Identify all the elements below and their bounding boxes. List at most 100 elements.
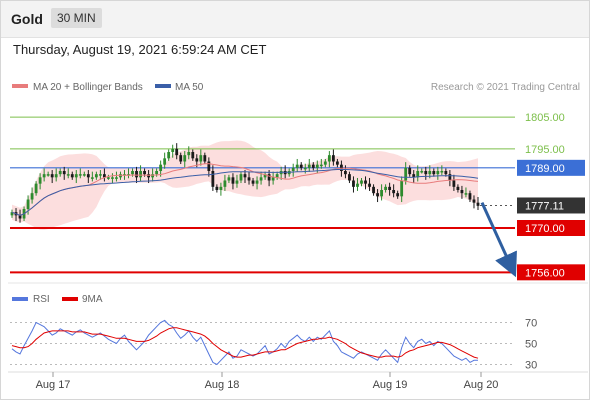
candle-body	[416, 171, 420, 178]
candle-body	[344, 171, 347, 175]
time-tick-label: Aug 20	[464, 379, 499, 391]
rsi-tick-label: 70	[525, 318, 537, 330]
rsi-ma-legend-swatch	[62, 297, 78, 301]
candle-body	[368, 183, 371, 187]
candle-body	[219, 186, 223, 190]
candle-body	[303, 167, 307, 170]
time-axis: Aug 17 Aug 18 Aug 19 Aug 20	[8, 371, 588, 391]
candle-body	[291, 167, 295, 171]
candle-body	[255, 180, 259, 184]
candle-body	[319, 164, 323, 167]
candle-body	[428, 171, 432, 175]
ma50-legend-swatch	[155, 84, 171, 88]
candle-body	[263, 174, 267, 178]
rsi-legend-label: RSI	[33, 294, 50, 305]
rsi-tick-label: 30	[525, 360, 537, 372]
candle-body	[360, 180, 363, 184]
candle-body	[58, 171, 62, 175]
candle-body	[215, 186, 219, 190]
bollinger-bands	[12, 140, 478, 230]
timeframe-badge[interactable]: 30 MIN	[51, 8, 102, 28]
candle-body	[107, 177, 110, 179]
candle-body	[50, 174, 54, 178]
candle-body	[440, 171, 444, 173]
candle-body	[42, 174, 46, 178]
price-level-label: 1756.00	[525, 267, 565, 279]
candle-body	[111, 177, 114, 179]
price-levels	[10, 116, 515, 274]
candle-body	[408, 167, 412, 175]
candle-body	[191, 152, 195, 159]
price-level-labels: 1805.00 1795.00 1789.00 1777.11 1770.00 1756.…	[517, 112, 585, 281]
price-level-label: 1805.00	[525, 112, 565, 124]
candle-body	[420, 171, 424, 173]
time-tick-label: Aug 17	[36, 379, 71, 391]
candle-body	[392, 190, 396, 194]
candle-body	[352, 180, 355, 187]
symbol-title: Gold	[11, 11, 43, 27]
candle-body	[34, 183, 38, 194]
candle-body	[175, 148, 179, 156]
candle-body	[243, 174, 247, 178]
candle-body	[412, 174, 416, 178]
candle-body	[115, 177, 118, 179]
candle-body	[159, 164, 163, 171]
candle-body	[54, 174, 58, 178]
price-level-box	[517, 264, 585, 281]
candle-body	[62, 171, 66, 175]
candle-body	[400, 180, 404, 197]
candle-body	[251, 180, 255, 184]
candle-body	[90, 177, 94, 179]
candle-body	[259, 177, 263, 181]
candle-body	[307, 164, 311, 168]
candle-body	[424, 171, 428, 175]
candle-body	[167, 152, 171, 159]
candle-body	[98, 174, 102, 176]
rsi-panel: 70 50 30	[10, 318, 537, 372]
candle-body	[131, 171, 134, 175]
candle-body	[247, 177, 251, 181]
rsi-legend-swatch	[12, 297, 28, 301]
candle-body	[372, 186, 375, 194]
candle-body	[239, 174, 243, 181]
price-legend: MA 20 + Bollinger Bands MA 50 Research ©…	[12, 82, 580, 93]
candle-body	[227, 177, 231, 181]
candle-body	[30, 193, 34, 200]
candle-body	[295, 164, 299, 168]
candle-body	[179, 155, 183, 162]
candle-body	[275, 174, 279, 178]
candle-body	[404, 167, 408, 181]
candle-body	[38, 177, 42, 184]
candle-body	[388, 186, 392, 190]
candle-body	[384, 186, 388, 190]
ma20-legend-swatch	[12, 84, 28, 88]
candle-body	[10, 212, 14, 216]
candle-body	[396, 193, 400, 197]
candle-body	[323, 161, 327, 165]
ma50-line	[11, 169, 479, 216]
rsi-ma-legend-label: 9MA	[82, 294, 103, 305]
candle-body	[436, 171, 440, 175]
candle-body	[46, 174, 50, 176]
candle-body	[78, 174, 82, 176]
price-level-label: 1777.11	[525, 200, 564, 212]
candle-body	[183, 155, 187, 162]
candle-body	[203, 155, 207, 162]
candle-body	[199, 155, 203, 162]
candle-body	[195, 158, 199, 162]
candle-body	[380, 190, 383, 197]
candle-body	[448, 174, 452, 181]
candle-body	[348, 174, 351, 181]
time-tick-label: Aug 18	[205, 379, 240, 391]
candle-body	[456, 186, 460, 190]
candle-body	[364, 180, 367, 184]
candle-body	[102, 174, 106, 178]
candle-body	[335, 161, 339, 165]
candle-body	[235, 180, 239, 184]
candle-body	[163, 158, 167, 165]
candle-body	[311, 164, 315, 168]
candle-body	[356, 183, 359, 187]
rsi-ma-line	[11, 327, 479, 359]
candle-body	[223, 180, 227, 187]
